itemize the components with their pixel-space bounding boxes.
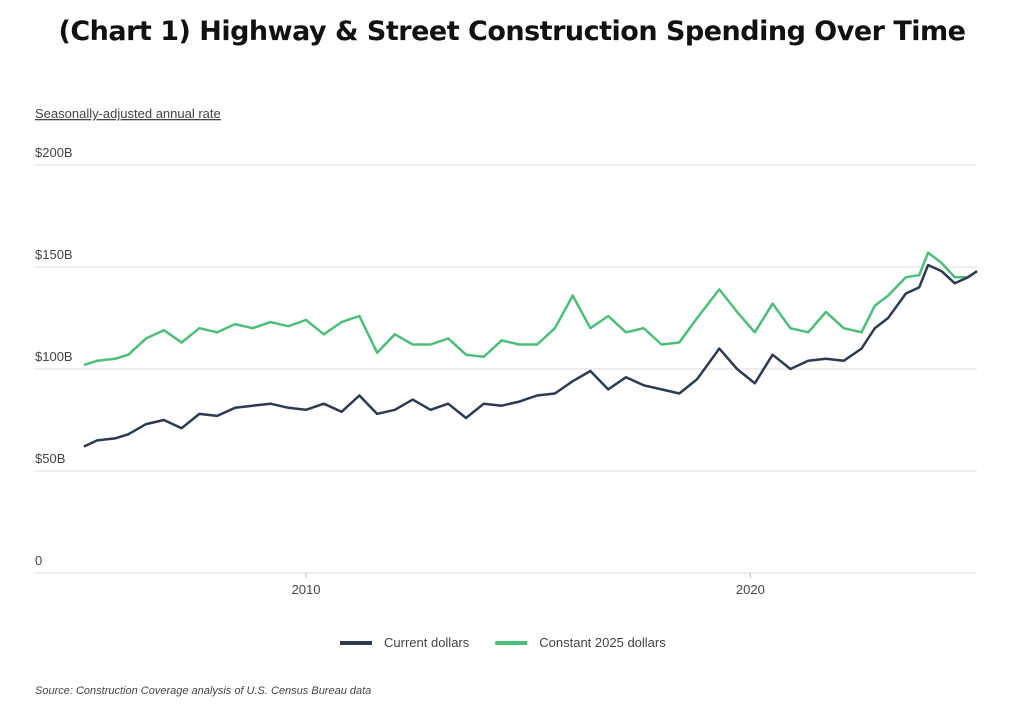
line xyxy=(83,263,978,448)
x-tick-label: 2020 xyxy=(736,582,765,597)
chart-title: (Chart 1) Highway & Street Construction … xyxy=(59,16,966,47)
y-tick-label: $150B xyxy=(35,247,73,262)
source: Source: Construction Coverage analysis o… xyxy=(35,685,371,697)
y-tick-label: $200B xyxy=(35,145,73,160)
y-tick-label: 0 xyxy=(35,553,42,568)
y-tick-label: $50B xyxy=(35,451,65,466)
x-tick-label: 2010 xyxy=(292,582,321,597)
legend-label: Constant 2025 dollars xyxy=(539,635,666,650)
y-tick-label: $100B xyxy=(35,349,73,364)
subtitle: Seasonally-adjusted annual rate xyxy=(35,106,221,121)
line xyxy=(83,251,978,367)
legend-label: Current dollars xyxy=(384,635,470,650)
